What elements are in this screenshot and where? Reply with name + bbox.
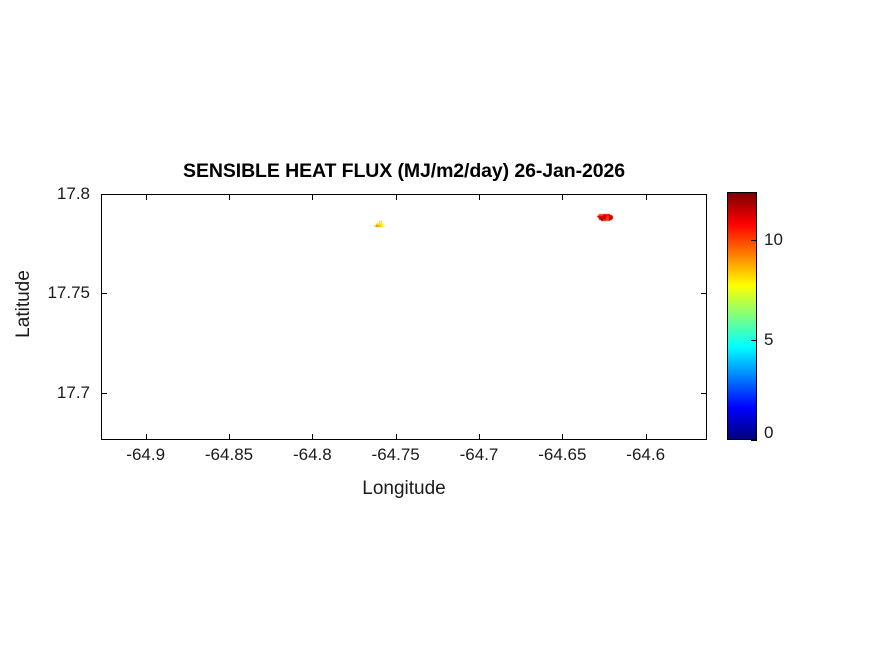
x-tick xyxy=(229,434,230,440)
x-tick-label: -64.6 xyxy=(626,445,666,464)
x-tick-label: -64.75 xyxy=(371,445,420,464)
x-tick xyxy=(479,434,480,440)
y-tick xyxy=(101,392,107,394)
y-tick xyxy=(701,293,707,295)
page-title: SENSIBLE HEAT FLUX (MJ/m2/day) 26-Jan-20… xyxy=(183,160,625,182)
colorbar-tick-label: 0 xyxy=(764,423,774,442)
x-tick xyxy=(312,194,314,200)
y-tick-label: 17.75 xyxy=(47,283,90,303)
x-tick xyxy=(562,434,564,440)
colorbar-tick xyxy=(751,340,757,341)
x-tick xyxy=(395,194,397,200)
y-tick xyxy=(101,194,107,195)
y-tick xyxy=(701,392,707,394)
y-tick xyxy=(701,194,707,195)
y-axis-label: Latitude xyxy=(13,270,34,338)
colorbar-tick xyxy=(751,240,757,241)
x-tick xyxy=(645,194,647,200)
y-tick xyxy=(101,293,107,295)
x-tick xyxy=(395,434,397,440)
colorbar-tick-label: 10 xyxy=(764,230,783,249)
colorbar[interactable] xyxy=(727,192,757,440)
x-axis-label: Longitude xyxy=(362,478,446,499)
x-tick-label: -64.65 xyxy=(538,445,587,464)
x-tick xyxy=(479,194,480,200)
x-tick xyxy=(145,194,147,200)
x-tick xyxy=(562,194,564,200)
x-tick xyxy=(645,434,647,440)
y-tick-label: 17.8 xyxy=(56,184,90,203)
colorbar-tick-label: 5 xyxy=(764,330,774,349)
x-tick xyxy=(229,194,230,200)
x-tick-label: -64.7 xyxy=(459,445,499,464)
x-tick xyxy=(312,434,314,440)
sensible-heat-flux-heatmap xyxy=(102,195,706,439)
map-axes[interactable] xyxy=(101,194,707,440)
colorbar-gradient xyxy=(728,193,756,439)
x-tick-label: -64.85 xyxy=(204,445,254,464)
x-tick xyxy=(145,434,147,440)
colorbar-tick xyxy=(751,440,757,441)
x-tick-label: -64.8 xyxy=(292,445,332,464)
x-tick-label: -64.9 xyxy=(126,445,166,464)
y-tick-label: 17.7 xyxy=(56,382,90,402)
